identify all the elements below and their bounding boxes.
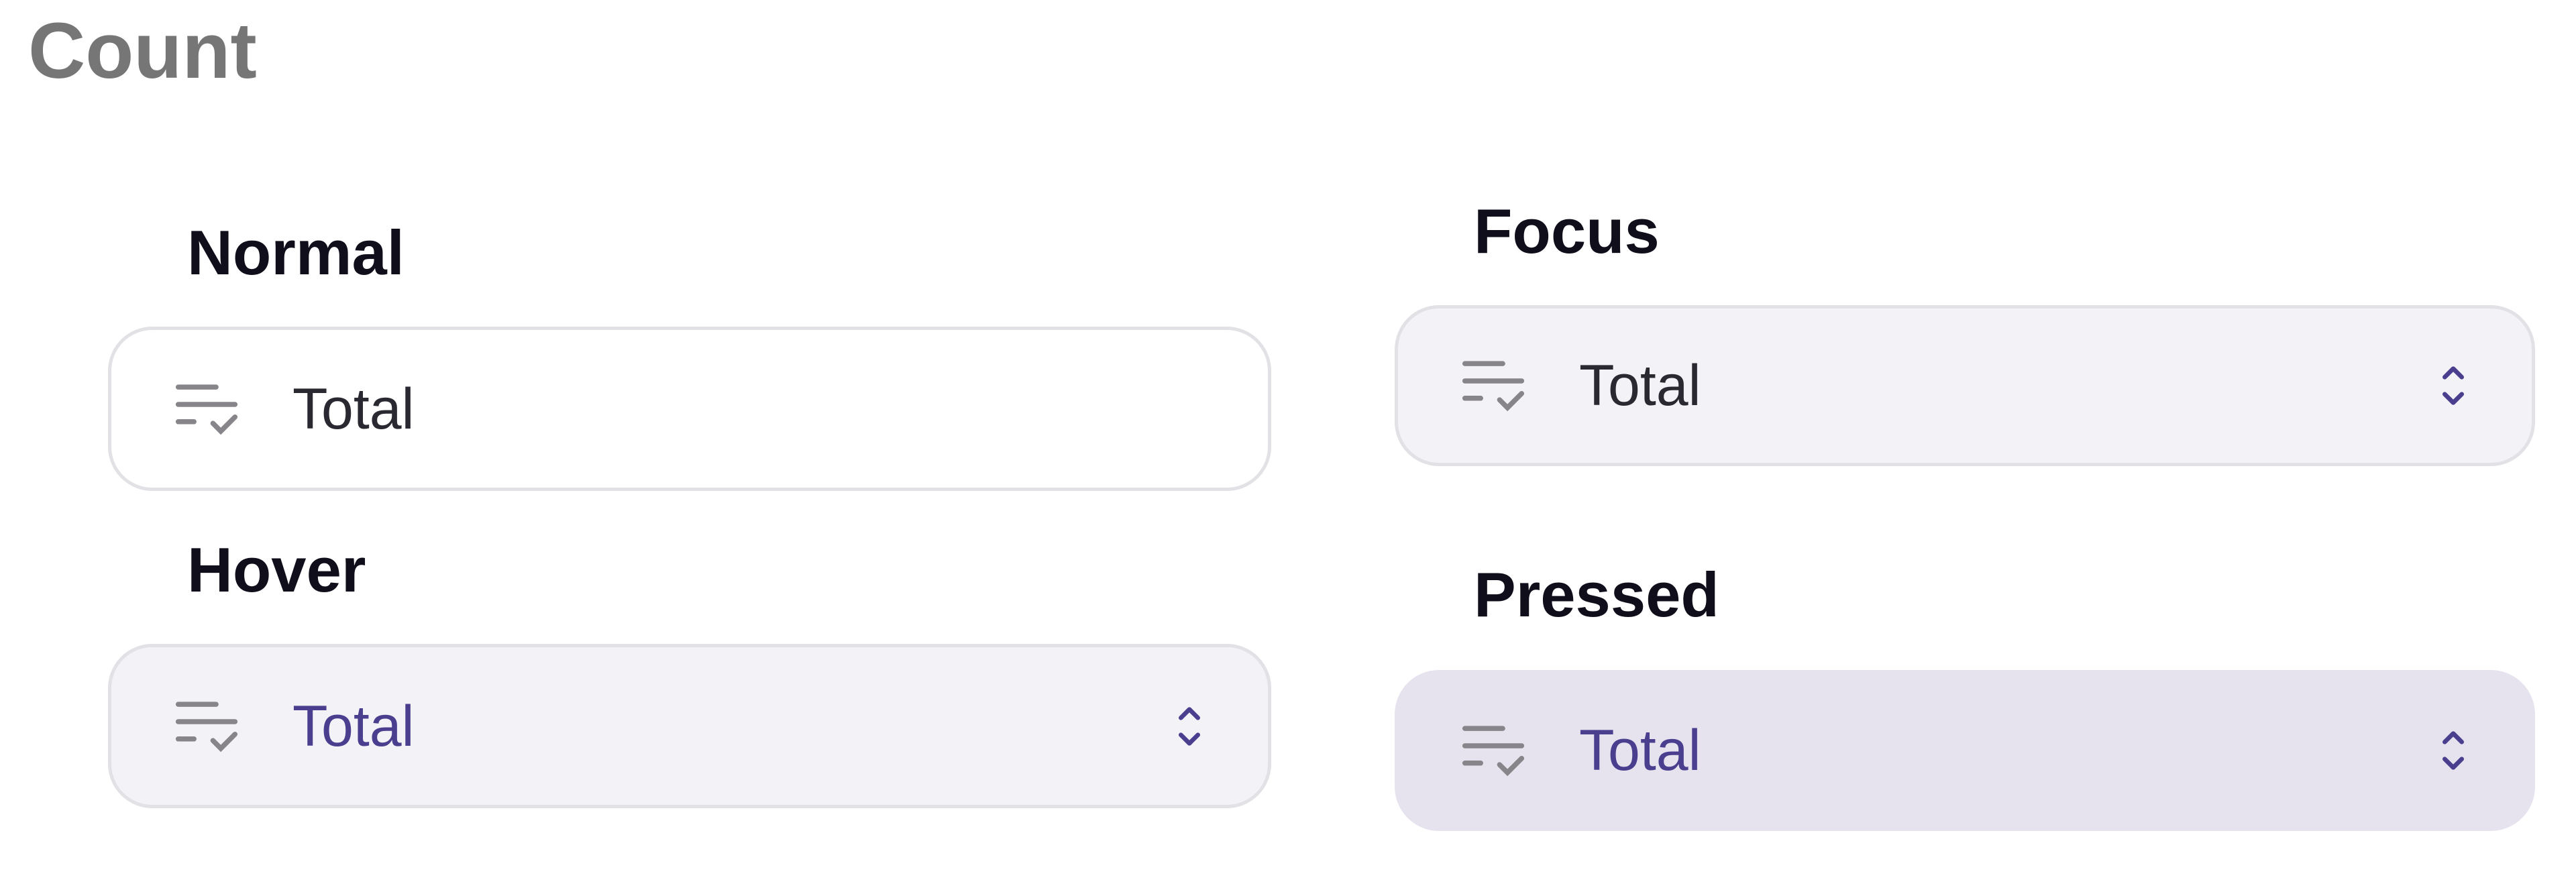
select-hover[interactable]: Total (108, 644, 1271, 808)
list-check-icon (175, 701, 238, 752)
chevron-up-down-icon (2443, 731, 2464, 770)
state-label-hover: Hover (187, 535, 366, 605)
state-label-normal: Normal (187, 217, 405, 288)
list-check-icon (1462, 361, 1525, 412)
state-label-focus: Focus (1474, 196, 1660, 266)
chevron-up-down-icon (1179, 706, 1200, 746)
chevron-up-down-icon (2443, 366, 2464, 405)
select-value: Total (1579, 718, 1701, 783)
select-value: Total (292, 693, 415, 759)
select-focus[interactable]: Total (1395, 305, 2535, 466)
select-pressed[interactable]: Total (1395, 670, 2535, 831)
select-normal[interactable]: Total (108, 327, 1271, 491)
list-check-icon (175, 384, 238, 435)
state-label-pressed: Pressed (1474, 559, 1719, 630)
list-check-icon (1462, 726, 1525, 777)
select-value: Total (1579, 353, 1701, 418)
select-value: Total (292, 376, 415, 441)
section-title: Count (28, 7, 257, 95)
